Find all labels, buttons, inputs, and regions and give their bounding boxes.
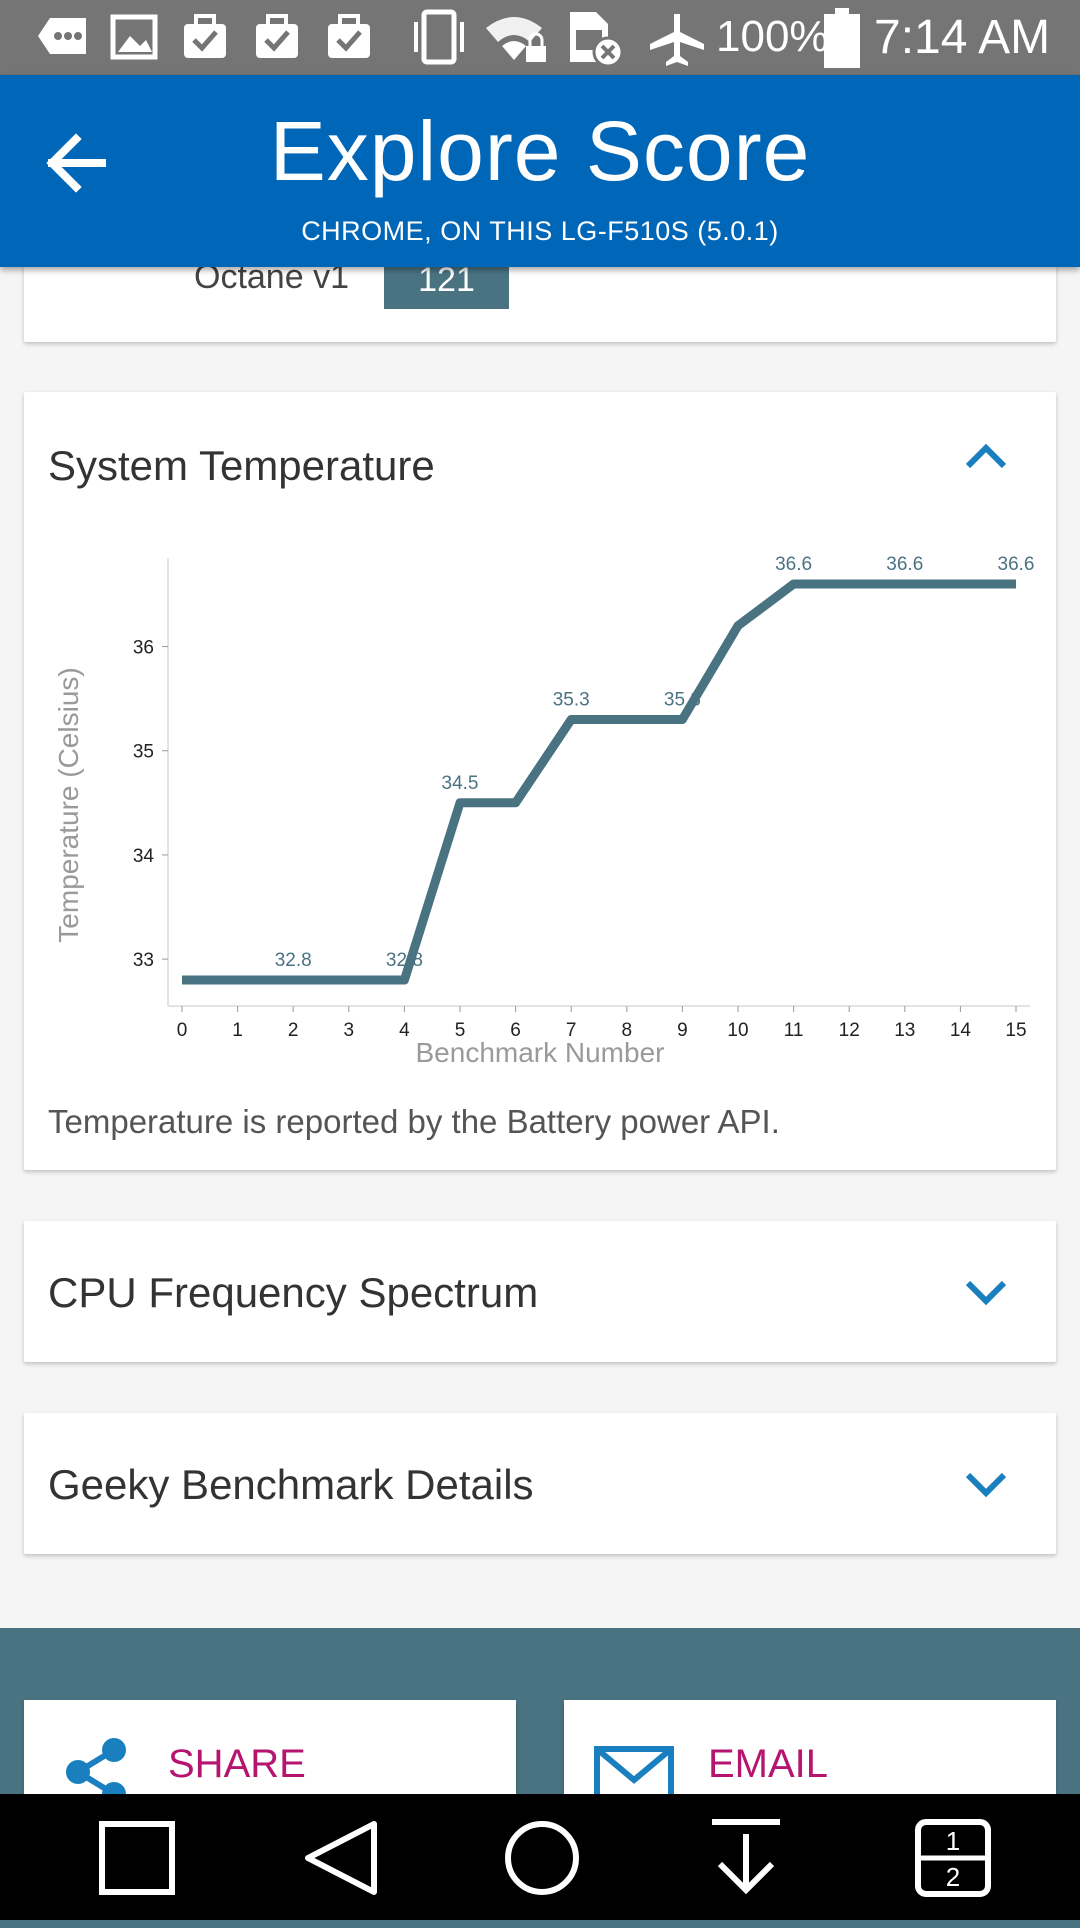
x-ticks: 0 1 2 3 4 5 6 7 8 9 10 11 12 13 14 15 — [177, 1006, 1027, 1041]
x-tick-label: 13 — [894, 1020, 915, 1041]
cpu-frequency-card[interactable]: CPU Frequency Spectrum — [24, 1221, 1056, 1362]
data-labels: 32.8 32.8 34.5 35.3 35.3 36.6 36.6 36.6 — [275, 554, 1035, 971]
message-icon — [38, 18, 86, 54]
sim-error-icon — [570, 12, 624, 68]
data-label: 35.3 — [664, 689, 701, 710]
back-arrow-icon[interactable] — [40, 127, 112, 199]
x-tick-label: 9 — [677, 1020, 688, 1041]
data-label: 32.8 — [386, 950, 423, 971]
chevron-up-icon[interactable] — [964, 442, 1008, 470]
app-bar: Explore Score CHROME, ON THIS LG-F510S (… — [0, 75, 1080, 267]
x-tick-label: 12 — [839, 1020, 860, 1041]
system-temperature-card: System Temperature — [24, 392, 1056, 1170]
x-tick-label: 14 — [950, 1020, 972, 1041]
geeky-benchmark-title[interactable]: Geeky Benchmark Details — [48, 1461, 534, 1508]
airplane-mode-icon — [650, 14, 704, 66]
wifi-lock-icon — [486, 17, 546, 62]
data-label: 34.5 — [442, 773, 479, 794]
briefcase-check-icon — [256, 14, 298, 58]
y-tick-label: 36 — [133, 638, 154, 659]
clock: 7:14 AM — [874, 11, 1051, 64]
x-axis-title: Benchmark Number — [416, 1037, 665, 1068]
x-tick-label: 1 — [232, 1020, 243, 1041]
briefcase-check-icon — [184, 14, 226, 58]
y-ticks: 33 34 35 36 — [133, 638, 168, 971]
x-tick-label: 6 — [510, 1020, 521, 1041]
briefcase-check-icon — [328, 14, 370, 58]
home-circle-icon[interactable] — [500, 1816, 584, 1900]
x-tick-label: 7 — [566, 1020, 577, 1041]
x-tick-label: 2 — [288, 1020, 299, 1041]
navigation-bar: 1 2 — [0, 1794, 1080, 1920]
temperature-note: Temperature is reported by the Battery p… — [48, 1103, 780, 1140]
y-axis-title: Temperature (Celsius) — [53, 667, 84, 942]
dual-window-top-label: 1 — [946, 1826, 960, 1856]
email-label: EMAIL — [708, 1742, 829, 1786]
dual-window-bottom-label: 2 — [946, 1862, 960, 1892]
system-temperature-title[interactable]: System Temperature — [48, 442, 435, 489]
x-tick-label: 3 — [344, 1020, 355, 1041]
x-tick-label: 11 — [784, 1020, 804, 1041]
x-tick-label: 8 — [622, 1020, 633, 1041]
data-label: 32.8 — [275, 950, 312, 971]
battery-icon — [824, 8, 860, 68]
recents-square-icon[interactable] — [96, 1816, 180, 1900]
data-label: 36.6 — [775, 554, 812, 575]
vibrate-icon — [414, 9, 464, 65]
dual-window-icon: 1 2 — [915, 1819, 991, 1897]
page-title: Explore Score — [269, 104, 811, 198]
share-label: SHARE — [168, 1742, 306, 1786]
chevron-down-icon[interactable] — [964, 1471, 1008, 1499]
x-tick-label: 15 — [1005, 1020, 1026, 1041]
y-tick-label: 35 — [133, 742, 154, 763]
y-tick-label: 33 — [133, 950, 154, 971]
notification-down-icon[interactable] — [704, 1816, 788, 1900]
page-subtitle: CHROME, ON THIS LG-F510S (5.0.1) — [301, 216, 779, 246]
data-label: 36.6 — [886, 554, 923, 575]
gallery-icon — [110, 14, 158, 60]
geeky-benchmark-card[interactable]: Geeky Benchmark Details — [24, 1413, 1056, 1554]
series-line — [182, 579, 1016, 985]
back-triangle-icon[interactable] — [300, 1816, 384, 1900]
x-tick-label: 10 — [727, 1020, 748, 1041]
chevron-down-icon[interactable] — [964, 1279, 1008, 1307]
data-label: 36.6 — [998, 554, 1035, 575]
battery-percent: 100% — [716, 12, 829, 61]
x-tick-label: 5 — [455, 1020, 466, 1041]
x-tick-label: 0 — [177, 1020, 188, 1041]
dual-window-button[interactable]: 1 2 — [912, 1816, 996, 1900]
status-bar: 100% 7:14 AM — [0, 0, 1080, 75]
cpu-frequency-title[interactable]: CPU Frequency Spectrum — [48, 1269, 539, 1316]
chart-axes — [167, 558, 1030, 1007]
x-tick-label: 4 — [399, 1020, 410, 1041]
y-tick-label: 34 — [133, 846, 155, 867]
data-label: 35.3 — [553, 689, 590, 710]
